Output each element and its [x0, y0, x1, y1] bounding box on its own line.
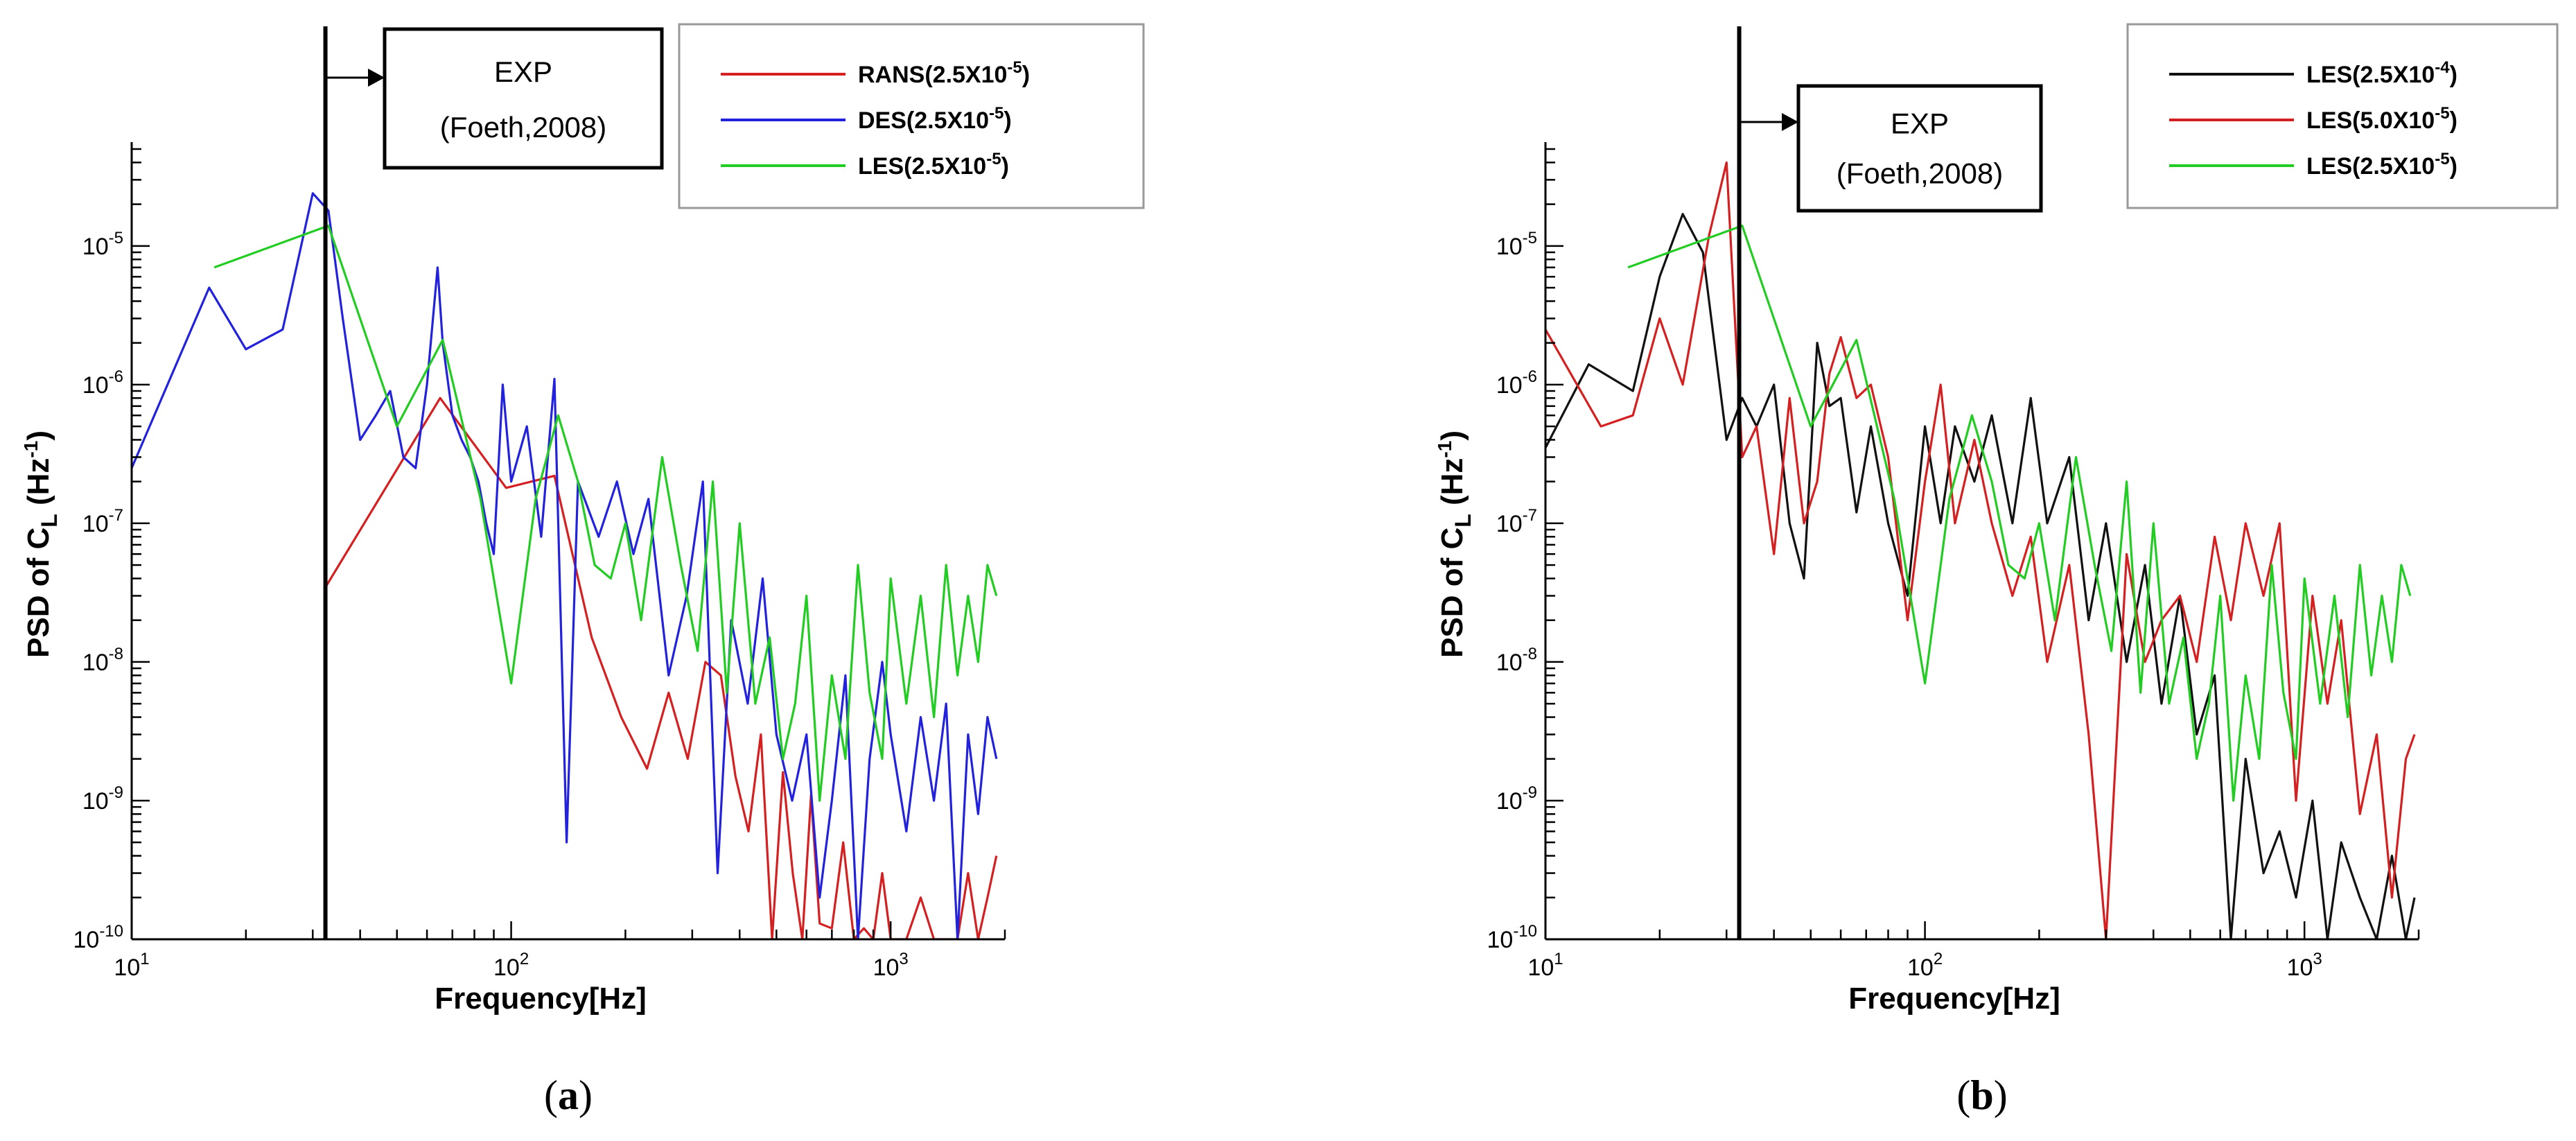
series-line-0	[324, 397, 998, 939]
panel-a: 101 102 103 10-10 10-9 10-8 10-7 10-6 10-5 Freque…	[20, 23, 1145, 1118]
x-tick-label: 102	[1907, 950, 1943, 981]
x-tick-label: 101	[114, 950, 149, 981]
exp-annotation-box	[383, 27, 664, 170]
exp-arrow-head-icon	[1782, 113, 1798, 131]
y-tick-label: 10-10	[1487, 922, 1537, 953]
y-tick-label: 10-10	[73, 922, 123, 953]
x-tick-label: 103	[2287, 950, 2322, 981]
legend: LES(2.5X10-4) LES(5.0X10-5) LES(2.5X10-5)	[2126, 23, 2559, 209]
exp-annotation-box	[1796, 84, 2043, 213]
y-axis-title: PSD of CL (Hz-1)	[20, 430, 62, 658]
x-axis-title: Frequency[Hz]	[1848, 982, 2060, 1016]
x-tick-label: 102	[493, 950, 529, 981]
series-line-0	[1545, 213, 2416, 939]
legend-entry-label: RANS(2.5X10-5)	[858, 58, 1030, 88]
y-tick-label: 10-7	[1496, 506, 1537, 537]
legend-entry-label: LES(2.5X10-4)	[2306, 58, 2457, 88]
y-tick-label: 10-7	[82, 506, 123, 537]
y-tick-label: 10-9	[82, 783, 123, 815]
panel-caption: (b)	[1956, 1072, 2007, 1118]
legend-box	[678, 23, 1145, 209]
series-line-2	[213, 225, 998, 802]
y-tick-label: 10-5	[1496, 229, 1537, 260]
legend-entry-label: LES(5.0X10-5)	[2306, 104, 2457, 134]
y-tick-label: 10-5	[82, 229, 123, 260]
exp-source-label: (Foeth,2008)	[1837, 157, 2003, 189]
legend: RANS(2.5X10-5) DES(2.5X10-5) LES(2.5X10-5)	[678, 23, 1145, 209]
series-line-1	[1545, 161, 2416, 939]
y-tick-label: 10-6	[1496, 367, 1537, 399]
exp-source-label: (Foeth,2008)	[440, 111, 606, 143]
legend-box	[2126, 23, 2559, 209]
exp-arrow-head-icon	[368, 69, 385, 87]
panel-b: 101 102 103 10-10 10-9 10-8 10-7 10-6 10-5 Freque…	[1434, 23, 2559, 1118]
y-axis-title: PSD of CL (Hz-1)	[1434, 430, 1475, 658]
y-tick-label: 10-8	[1496, 645, 1537, 676]
legend-entry-label: LES(2.5X10-5)	[2306, 150, 2457, 180]
x-tick-label: 103	[873, 950, 909, 981]
legend-entry-label: LES(2.5X10-5)	[858, 150, 1009, 180]
exp-label: EXP	[494, 55, 552, 88]
y-tick-label: 10-8	[82, 645, 123, 676]
exp-label: EXP	[1891, 107, 1949, 139]
panel-caption: (a)	[544, 1072, 593, 1118]
legend-entry-label: DES(2.5X10-5)	[858, 104, 1012, 134]
series-line-2	[1627, 225, 2412, 802]
x-axis-title: Frequency[Hz]	[435, 982, 647, 1016]
y-tick-label: 10-9	[1496, 783, 1537, 815]
y-tick-label: 10-6	[82, 367, 123, 399]
series-line-1	[132, 192, 998, 939]
x-tick-label: 101	[1527, 950, 1563, 981]
